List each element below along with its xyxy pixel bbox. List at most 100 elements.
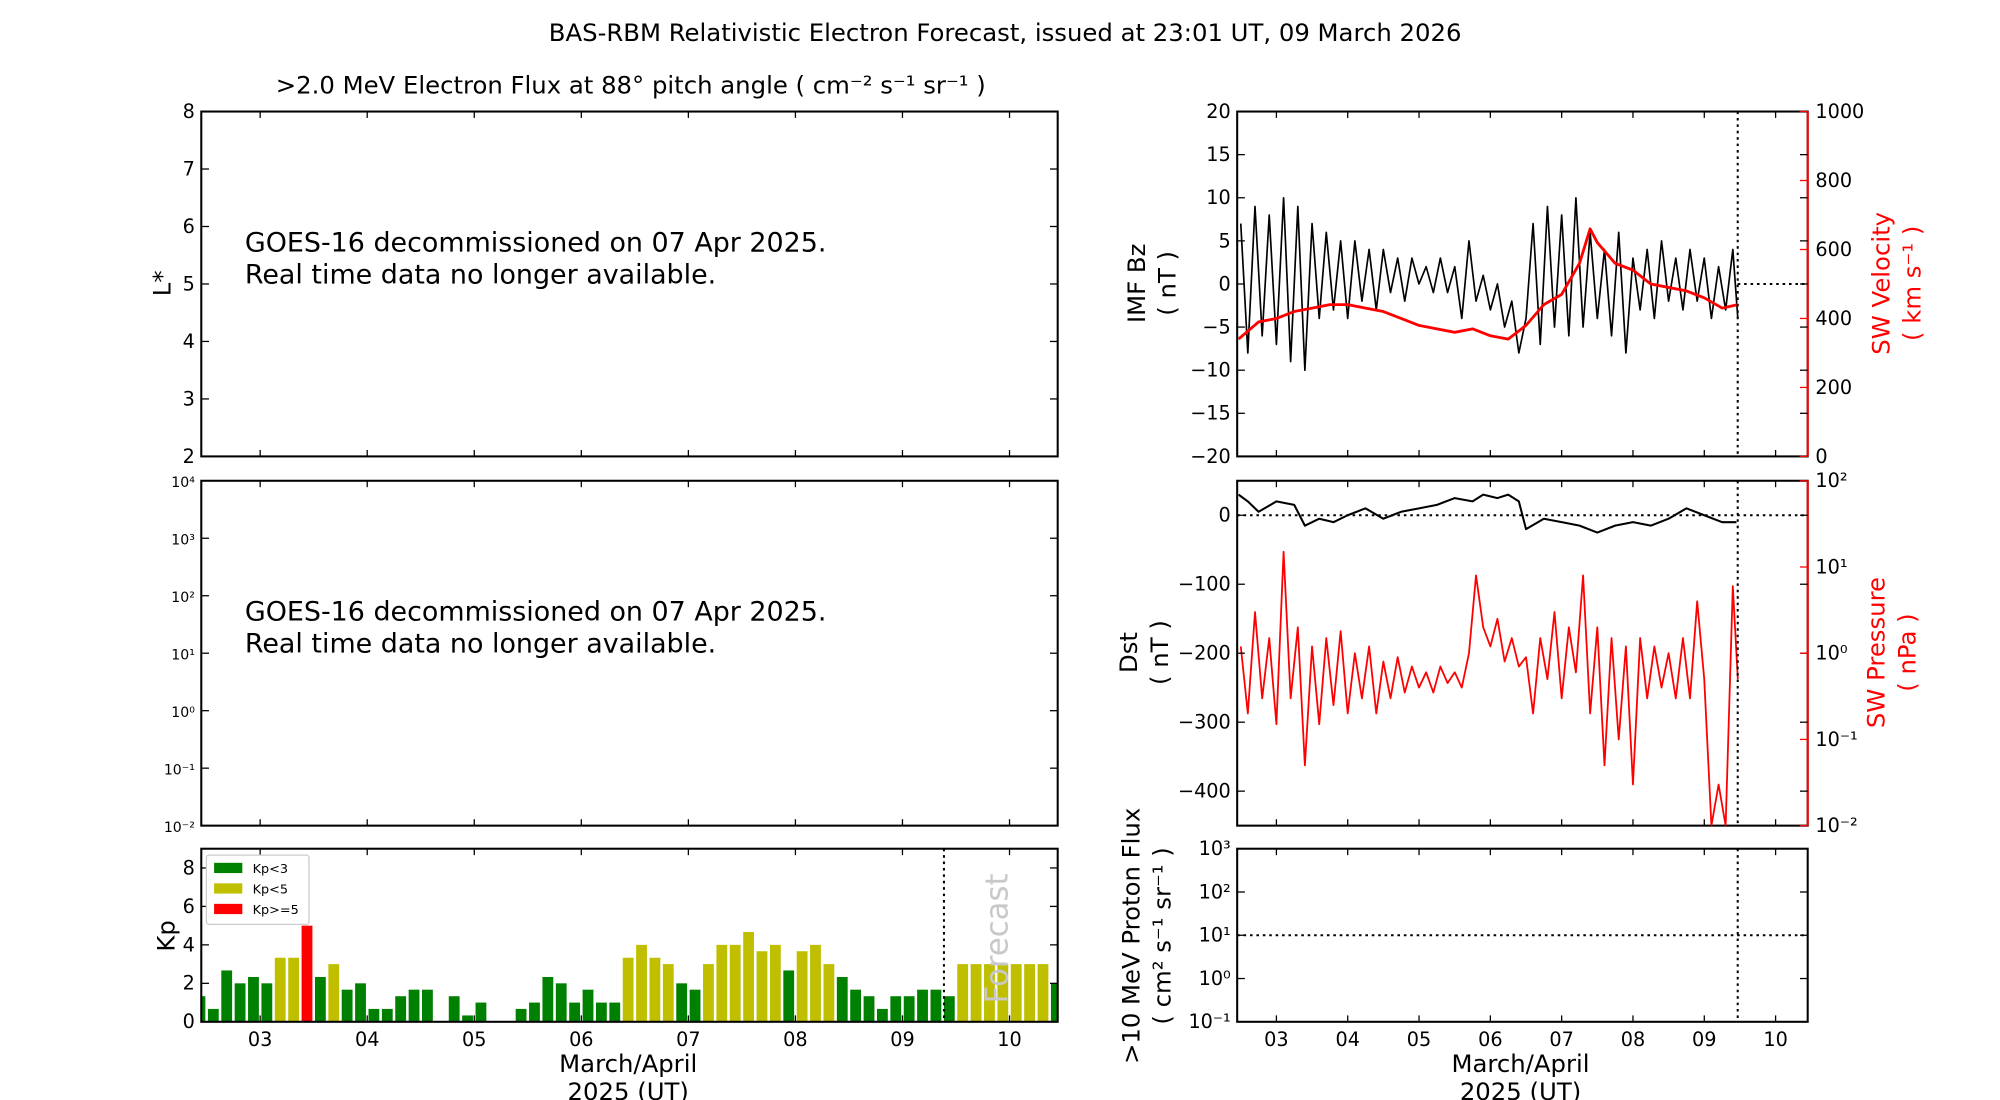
kp-bar [582, 989, 594, 1022]
kp-bar [288, 957, 300, 1022]
y-tick-label: −100 [1178, 573, 1231, 596]
y-tick-label: 8 [183, 856, 195, 879]
imf-velocity-panel: IMF Bz ( nT ) SW Velocity ( km s⁻¹ ) −20… [1122, 100, 1927, 468]
y-tick-label: 0 [183, 1010, 195, 1033]
y-tick-label: 6 [183, 215, 195, 238]
kp-bar [997, 964, 1009, 1022]
y-tick-label: 2 [183, 972, 195, 995]
y-tick-label: 7 [183, 157, 195, 180]
kp-bar [221, 970, 233, 1022]
y-tick-label: 5 [183, 272, 195, 295]
kp-bar [689, 989, 701, 1022]
dst-panel-frame [1236, 479, 1809, 827]
kp-bar [716, 944, 728, 1022]
y-tick-label: 10⁴ [171, 475, 195, 491]
y-tick-label: 10⁰ [1199, 967, 1231, 990]
y-tick-label: 4 [183, 330, 195, 353]
kp-bar [341, 989, 353, 1022]
kp-bar [943, 996, 955, 1022]
y-tick-label: 10⁰ [171, 705, 195, 721]
y-tick-label: 0 [1815, 445, 1827, 468]
kp-bar [542, 976, 554, 1022]
kp-bar [917, 989, 928, 1022]
kp-bar [876, 1008, 888, 1022]
kp-bar [649, 957, 661, 1022]
geo-message-line2: Real time data no longer available. [245, 629, 716, 660]
lstar-axis-label: L* [148, 270, 177, 296]
imf-bz-line [1239, 196, 1739, 372]
kp-bar [569, 1002, 581, 1022]
kp-bars [201, 925, 1058, 1022]
y-tick-label: 10¹ [1199, 924, 1231, 947]
x-tick-label: 09 [1692, 1028, 1716, 1051]
kp-bar [207, 1008, 219, 1022]
kp-bar [395, 996, 407, 1022]
x-tick-label: 03 [1264, 1028, 1288, 1051]
lstar-message-line2: Real time data no longer available. [245, 259, 716, 290]
kp-bar [1024, 964, 1035, 1022]
x-tick-label: 06 [1478, 1028, 1502, 1051]
x-tick-label: 05 [462, 1028, 486, 1051]
kp-bar [769, 944, 781, 1022]
kp-bar [729, 944, 741, 1022]
y-tick-label: −5 [1202, 315, 1230, 338]
kp-bar [529, 1002, 540, 1022]
imf-bz-label: IMF Bz [1122, 244, 1151, 323]
y-tick-label: −400 [1178, 780, 1231, 803]
y-tick-label: 200 [1815, 376, 1852, 399]
kp-bar [1010, 964, 1022, 1022]
kp-bar [783, 970, 795, 1022]
y-tick-label: 10⁰ [1815, 642, 1847, 665]
kp-bar [328, 964, 340, 1022]
legend-swatch-kp-mid [214, 883, 243, 894]
legend-label-kp-high: Kp>=5 [253, 903, 299, 918]
x-tick-label: 04 [1335, 1028, 1359, 1051]
y-tick-label: 10⁻¹ [1815, 728, 1857, 751]
kp-bar [823, 964, 835, 1022]
dst-series [1237, 493, 1808, 826]
dst-label: Dst [1114, 632, 1143, 673]
kp-bar [743, 931, 754, 1022]
y-tick-label: 4 [183, 933, 195, 956]
kp-bar [957, 964, 969, 1022]
kp-axis-label: Kp [151, 920, 180, 951]
y-tick-label: 3 [183, 387, 195, 410]
kp-bar [274, 957, 286, 1022]
kp-bar [609, 1002, 621, 1022]
y-tick-label: 1000 [1815, 100, 1864, 123]
y-tick-label: 10² [1815, 469, 1847, 492]
y-tick-label: 10² [1199, 880, 1231, 903]
kp-bar [355, 983, 366, 1022]
kp-bar [836, 976, 848, 1022]
x-tick-label: 04 [355, 1028, 379, 1051]
sw-pressure-unit: ( nPa ) [1892, 613, 1921, 691]
dst-pressure-panel: Dst ( nT ) SW Pressure ( nPa ) −400 −300 −… [1114, 469, 1921, 837]
x-tick-label: 05 [1407, 1028, 1431, 1051]
imf-bz-unit: ( nT ) [1153, 251, 1182, 316]
kp-bar [796, 951, 808, 1022]
geo-message-line1: GOES-16 decommissioned on 07 Apr 2025. [245, 597, 827, 628]
y-tick-label: −200 [1178, 642, 1231, 665]
kp-bar [810, 944, 821, 1022]
legend-swatch-kp-high [214, 903, 243, 915]
kp-bar [662, 964, 674, 1022]
y-tick-label: 5 [1219, 229, 1231, 252]
kp-bar [756, 951, 768, 1022]
kp-bar [234, 983, 246, 1022]
lstar-flux-panel: L* GOES-16 decommissioned on 07 Apr 2025… [148, 100, 1059, 468]
y-tick-label: 10⁻¹ [164, 763, 195, 779]
y-tick-label: 10³ [171, 533, 195, 549]
sw-velocity-line [1237, 227, 1739, 341]
y-tick-label: 10² [171, 590, 195, 606]
dst-line [1237, 493, 1737, 534]
kp-bar [248, 976, 259, 1022]
kp-bar [676, 983, 688, 1022]
kp-bar [301, 925, 313, 1022]
kp-bar [475, 1002, 487, 1022]
kp-bar [201, 996, 206, 1022]
x-tick-label: 07 [1549, 1028, 1573, 1051]
y-tick-label: 20 [1206, 100, 1230, 123]
kp-bar [850, 989, 862, 1022]
y-tick-label: 6 [183, 895, 195, 918]
